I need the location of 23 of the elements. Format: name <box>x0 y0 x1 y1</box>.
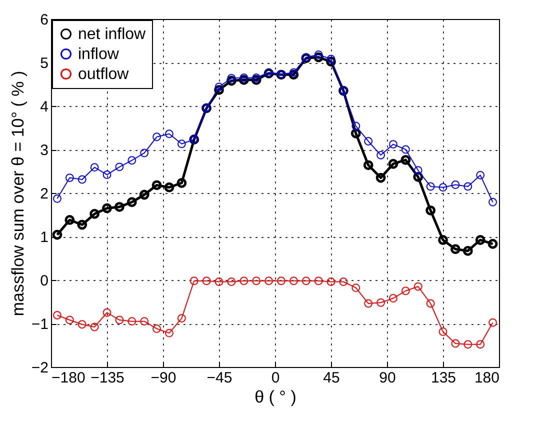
x-tick-label: 180 <box>474 370 500 386</box>
y-tick-label: 4 <box>40 98 48 116</box>
y-tick-label: −1 <box>31 316 48 333</box>
x-tick-label: −90 <box>150 370 176 386</box>
y-tick-label: 1 <box>40 229 48 246</box>
y-tick-label: 5 <box>40 55 48 72</box>
y-tick-label: 6 <box>40 12 48 28</box>
y-tick-label: 3 <box>40 142 48 159</box>
y-axis-title: massflow sum over θ = 10° ( % ) <box>8 70 28 316</box>
x-tick-label: 90 <box>379 370 396 386</box>
x-tick-label: 0 <box>271 370 280 386</box>
y-tick-label: 0 <box>40 272 48 290</box>
y-tick-label: 2 <box>40 186 48 202</box>
x-tick-label: −45 <box>206 370 232 386</box>
legend-label: inflow <box>78 46 120 63</box>
x-axis-title: θ ( ° ) <box>254 388 296 406</box>
legend-label: net inflow <box>78 26 146 43</box>
x-tick-label: −180 <box>52 370 86 386</box>
y-tick-label: −2 <box>31 360 48 376</box>
x-tick-label: 135 <box>430 370 456 386</box>
x-tick-label: 45 <box>323 370 340 386</box>
x-tick-label: −135 <box>90 370 124 386</box>
legend-label: outflow <box>78 66 130 83</box>
